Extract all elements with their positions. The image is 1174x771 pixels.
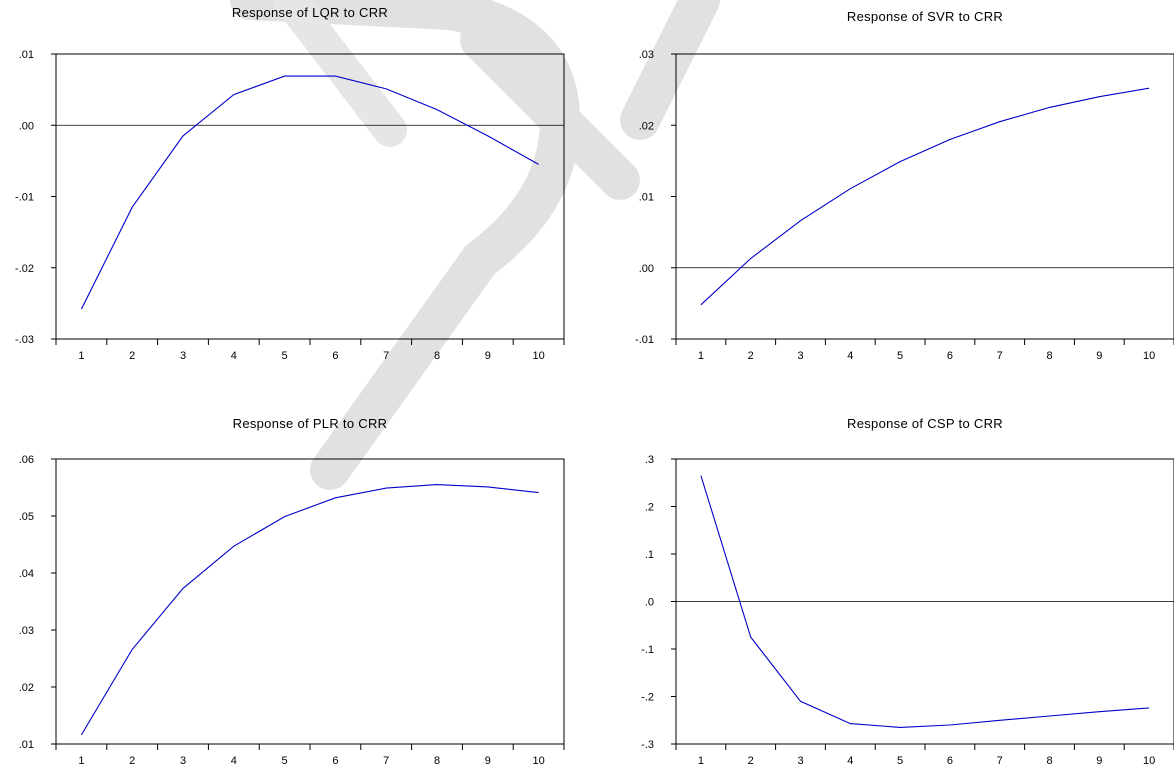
- x-tick-label-plr: 2: [129, 755, 135, 767]
- y-tick-label-lqr: .00: [19, 120, 34, 132]
- x-tick-label-plr: 1: [78, 755, 84, 767]
- x-tick-label-lqr: 3: [180, 350, 186, 362]
- x-tick-label-lqr: 1: [78, 350, 84, 362]
- x-tick-label-plr: 10: [532, 755, 544, 767]
- x-tick-label-lqr: 6: [332, 350, 338, 362]
- y-tick-label-csp: -.3: [641, 739, 654, 751]
- x-tick-label-plr: 6: [332, 755, 338, 767]
- x-tick-label-lqr: 10: [532, 350, 544, 362]
- x-tick-label-lqr: 9: [485, 350, 491, 362]
- chart-panel-svr: Response of SVR to CRR -.01 .00 .01 .02 .03 1 2…: [635, 9, 1174, 362]
- x-tick-label-svr: 1: [698, 350, 704, 362]
- y-tick-label-plr: .05: [19, 511, 34, 523]
- x-tick-label-plr: 4: [231, 755, 237, 767]
- y-tick-label-csp: -.2: [641, 692, 654, 704]
- x-tick-label-lqr: 5: [282, 350, 288, 362]
- x-tick-label-svr: 8: [1046, 350, 1052, 362]
- x-tick-label-csp: 6: [947, 755, 953, 767]
- x-tick-label-svr: 9: [1096, 350, 1102, 362]
- x-tick-label-svr: 7: [997, 350, 1003, 362]
- x-tick-label-svr: 5: [897, 350, 903, 362]
- y-tick-label-svr: .03: [639, 49, 654, 61]
- x-tick-label-csp: 2: [748, 755, 754, 767]
- y-tick-label-plr: .06: [19, 454, 34, 466]
- x-tick-label-csp: 5: [897, 755, 903, 767]
- y-tick-label-csp: -.1: [641, 644, 654, 656]
- y-tick-label-svr: .01: [639, 192, 654, 204]
- watermark: [230, 0, 720, 490]
- x-tick-label-svr: 10: [1143, 350, 1155, 362]
- y-tick-label-svr: .00: [639, 263, 654, 275]
- x-tick-label-csp: 9: [1096, 755, 1102, 767]
- y-tick-label-csp: .3: [645, 454, 654, 466]
- y-tick-label-plr: .03: [19, 625, 34, 637]
- x-tick-label-svr: 4: [847, 350, 853, 362]
- x-tick-label-csp: 1: [698, 755, 704, 767]
- chart-panel-lqr: Response of LQR to CRR -.03 -.02 -.01 .00 .01…: [15, 5, 565, 362]
- x-tick-label-csp: 3: [797, 755, 803, 767]
- x-tick-label-svr: 2: [748, 350, 754, 362]
- y-tick-label-csp: .0: [645, 597, 654, 609]
- x-tick-label-csp: 7: [997, 755, 1003, 767]
- chart-panel-csp: Response of CSP to CRR -.3 -.2 -.1 .0 .1 .2 .3 1…: [641, 416, 1174, 767]
- series-line-svr: [700, 87, 1150, 306]
- y-tick-label-lqr: -.03: [15, 334, 34, 346]
- y-tick-label-plr: .02: [19, 682, 34, 694]
- x-tick-label-lqr: 2: [129, 350, 135, 362]
- y-tick-label-plr: .04: [19, 568, 34, 580]
- x-tick-label-plr: 5: [282, 755, 288, 767]
- y-tick-label-csp: .2: [645, 502, 654, 514]
- y-tick-label-svr: -.01: [635, 334, 654, 346]
- plot-frame-lqr: [55, 53, 565, 340]
- x-tick-label-plr: 9: [485, 755, 491, 767]
- chart-title-svr: Response of SVR to CRR: [847, 9, 1003, 24]
- series-line-csp: [700, 475, 1150, 728]
- chart-title-csp: Response of CSP to CRR: [847, 416, 1003, 431]
- x-tick-label-plr: 7: [383, 755, 389, 767]
- series-line-plr: [80, 484, 539, 736]
- y-tick-label-plr: .01: [19, 739, 34, 751]
- x-tick-label-svr: 6: [947, 350, 953, 362]
- x-tick-label-csp: 4: [847, 755, 853, 767]
- plot-frame-plr: [55, 458, 565, 745]
- x-tick-label-lqr: 4: [231, 350, 237, 362]
- chart-panel-plr: Response of PLR to CRR .01 .02 .03 .04 .05 .06…: [19, 416, 565, 767]
- x-tick-label-svr: 3: [797, 350, 803, 362]
- y-tick-label-lqr: -.01: [15, 192, 34, 204]
- chart-title-plr: Response of PLR to CRR: [233, 416, 388, 431]
- chart-title-lqr: Response of LQR to CRR: [232, 5, 388, 20]
- x-tick-label-csp: 10: [1143, 755, 1155, 767]
- x-tick-label-lqr: 7: [383, 350, 389, 362]
- x-tick-label-lqr: 8: [434, 350, 440, 362]
- y-tick-label-lqr: .01: [19, 49, 34, 61]
- series-line-lqr: [80, 75, 539, 310]
- x-tick-label-plr: 3: [180, 755, 186, 767]
- y-tick-label-lqr: -.02: [15, 263, 34, 275]
- x-tick-label-csp: 8: [1046, 755, 1052, 767]
- y-tick-label-svr: .02: [639, 120, 654, 132]
- x-tick-label-plr: 8: [434, 755, 440, 767]
- y-tick-label-csp: .1: [645, 549, 654, 561]
